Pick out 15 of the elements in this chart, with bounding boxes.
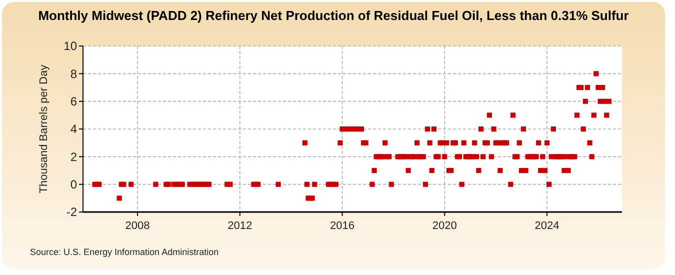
y-tick-label: 10 [64,39,78,54]
x-tick-label: 2008 [125,220,150,232]
x-tick-label: 2024 [534,220,560,232]
y-tick-label: 6 [70,94,78,109]
x-tick-label: 2020 [432,220,457,232]
y-tick-label: 2 [70,150,78,164]
chart-title: Monthly Midwest (PADD 2) Refinery Net Production of Residual Fuel Oil, Less than 0.31% Sulfur [38,8,629,23]
x-tick-label: 2016 [330,220,355,232]
y-tick-label: 0 [70,178,78,192]
y-tick-label: 8 [70,66,78,81]
y-axis-title: Thousand Barrels per Day [38,64,50,194]
source-note: Source: U.S. Energy Information Administration [30,247,219,257]
y-tick-label: 4 [70,122,78,136]
y-tick-label: -2 [66,205,78,220]
x-tick-label: 2012 [228,220,252,232]
